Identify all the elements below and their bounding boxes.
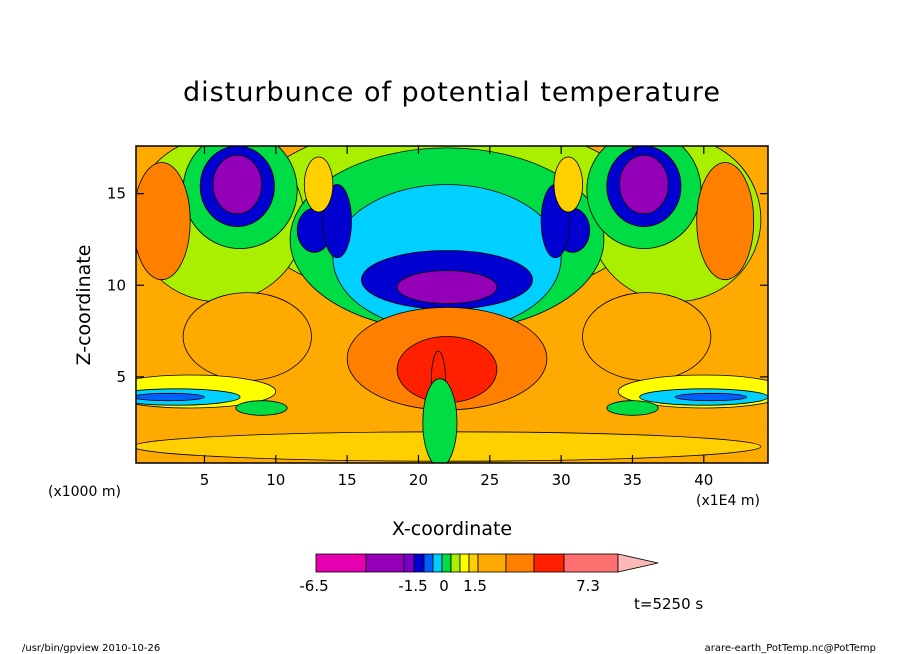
contour-region bbox=[553, 156, 584, 213]
chart-title: disturbunce of potential temperature bbox=[183, 77, 721, 108]
contour-region bbox=[136, 392, 205, 402]
x-tick-label: 30 bbox=[552, 471, 571, 489]
colorbar-segment bbox=[365, 553, 405, 573]
colorbar-segment bbox=[459, 553, 470, 573]
colorbar-segment bbox=[403, 553, 415, 573]
x-axis-label: X-coordinate bbox=[392, 518, 512, 540]
contour-region bbox=[303, 156, 334, 213]
colorbar-labels: -6.5 -1.5 0 1.5 7.3 bbox=[299, 577, 600, 595]
y-tick-label: 15 bbox=[107, 185, 126, 203]
x-tick-label: 5 bbox=[200, 471, 210, 489]
x-tick-label: 20 bbox=[409, 471, 428, 489]
colorbar-label: 1.5 bbox=[463, 577, 487, 595]
footer-left: /usr/bin/gpview 2010-10-26 bbox=[22, 643, 160, 654]
colorbar-label: -1.5 bbox=[398, 577, 427, 595]
x-tick-label: 10 bbox=[266, 471, 285, 489]
contour-region bbox=[212, 154, 262, 215]
colorbar-segment bbox=[505, 553, 535, 573]
contour-region bbox=[606, 400, 659, 416]
colorbar-segment bbox=[413, 553, 425, 573]
colorbar-segment bbox=[423, 553, 434, 573]
colorbar-segment bbox=[533, 553, 565, 573]
y-axis-label: Z-coordinate bbox=[73, 245, 95, 366]
colorbar-label: 7.3 bbox=[576, 577, 600, 595]
x-tick-label: 25 bbox=[480, 471, 499, 489]
x-tick-label: 15 bbox=[338, 471, 357, 489]
contour-region bbox=[235, 400, 288, 416]
colorbar-segment bbox=[477, 553, 507, 573]
contour-region bbox=[696, 162, 755, 281]
contour-region bbox=[136, 162, 191, 281]
colorbar-segment bbox=[315, 553, 367, 573]
contour-region bbox=[422, 378, 458, 463]
y-axis-ticks: 5 10 15 bbox=[107, 185, 768, 386]
contour-region bbox=[619, 154, 669, 215]
contour-region bbox=[396, 270, 498, 305]
x-tick-label: 35 bbox=[623, 471, 642, 489]
contour-region bbox=[182, 292, 312, 382]
colorbar-segment bbox=[468, 553, 479, 573]
colorbar-segment bbox=[432, 553, 443, 573]
x-unit-left: (x1000 m) bbox=[48, 484, 121, 500]
plot-frame bbox=[135, 145, 769, 464]
contour-region bbox=[582, 292, 712, 382]
contour-field bbox=[136, 146, 768, 463]
time-label: t=5250 s bbox=[634, 595, 703, 613]
colorbar bbox=[315, 553, 659, 573]
colorbar-label: 0 bbox=[439, 577, 449, 595]
colorbar-extend-arrow bbox=[617, 553, 659, 573]
colorbar-segment bbox=[441, 553, 452, 573]
footer-right: arare-earth_PotTemp.nc@PotTemp bbox=[705, 643, 876, 654]
colorbar-segment bbox=[563, 553, 619, 573]
y-tick-label: 5 bbox=[116, 368, 126, 386]
contour-region bbox=[674, 392, 748, 402]
x-unit-right: (x1E4 m) bbox=[696, 493, 760, 509]
contour-region bbox=[322, 184, 352, 259]
x-axis-ticks: 5 10 15 20 25 30 35 40 bbox=[200, 146, 713, 489]
y-tick-label: 10 bbox=[107, 276, 126, 294]
colorbar-label: -6.5 bbox=[299, 577, 328, 595]
x-tick-label: 40 bbox=[694, 471, 713, 489]
colorbar-segment bbox=[450, 553, 461, 573]
